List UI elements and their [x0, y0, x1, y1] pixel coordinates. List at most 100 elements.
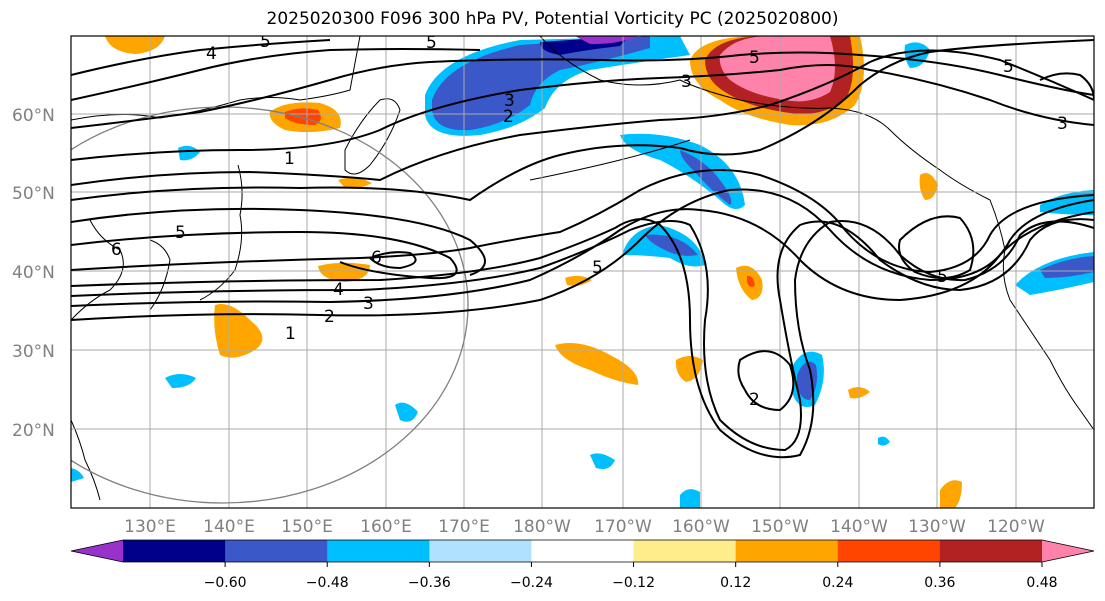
contour-line: [71, 230, 458, 280]
contour-label: 5: [426, 33, 437, 53]
map-frame: [70, 35, 1095, 509]
contour-line: [737, 350, 795, 412]
colorbar-tick-label: 0.24: [822, 575, 853, 591]
colorbar-tick-label: 0.36: [924, 575, 955, 591]
colorbar-swatch: [837, 540, 941, 562]
pv-positive-region: [105, 36, 165, 54]
pv-positive-region: [338, 177, 372, 189]
contour-line: [71, 207, 486, 276]
pv-negative-region: [178, 145, 200, 161]
pv-negative-region: [878, 436, 890, 446]
lat-label: 40°N: [12, 263, 55, 283]
pv-positive-region: [940, 480, 962, 508]
pv-positive-region: [747, 275, 755, 287]
coastline-kamchatka: [344, 98, 401, 175]
contour-label: 5: [937, 267, 948, 287]
pv-negative-region: [1040, 256, 1094, 278]
colorbar-tick-label: 0.48: [1026, 575, 1057, 591]
colorbar-tick-label: −0.36: [408, 575, 451, 591]
contour-line: [71, 51, 1094, 129]
contour-line: [71, 48, 481, 101]
lat-label: 50°N: [12, 184, 55, 204]
contour-line: [368, 251, 417, 270]
lon-label: 130°W: [908, 517, 966, 537]
colorbar-ticks: −0.60 −0.48 −0.36 −0.24 −0.12 0.12 0.24 0.36 0.4…: [204, 562, 1058, 591]
contour-label: 1: [284, 149, 295, 169]
contour-line: [71, 39, 331, 76]
pv-positive-region: [675, 356, 703, 382]
pv-negative-region: [680, 150, 732, 205]
colorbar-tick-label: −0.12: [612, 575, 655, 591]
coastline-japan: [199, 164, 243, 301]
contour-label: 5: [592, 258, 603, 278]
colorbar-swatch: [939, 540, 1043, 562]
map-content: 5 4 5 3 2 3 5 1 5 6 6 5 5 4 3 2 1 2 3 5: [71, 32, 1094, 508]
pv-positive-region: [919, 172, 938, 200]
contour-label: 6: [371, 248, 382, 268]
pv-positive-region: [555, 342, 639, 385]
contour-label: 4: [206, 44, 217, 64]
colorbar-swatch: [123, 540, 226, 562]
lon-label: 140°W: [830, 517, 888, 537]
coastline-china: [71, 219, 124, 321]
map-title: 2025020300 F096 300 hPa PV, Potential Vo…: [266, 9, 839, 29]
colorbar-swatch: [225, 540, 328, 562]
pv-negative-region: [575, 36, 640, 45]
contour-label: 2: [503, 107, 514, 127]
pv-negative-region: [680, 489, 700, 508]
contour-label: 2: [749, 390, 760, 410]
contour-label: 6: [111, 240, 122, 260]
colorbar-outline: [70, 539, 1095, 563]
contour-label: 3: [681, 72, 692, 92]
contour-line: [71, 49, 1094, 186]
contour-label: 1: [285, 324, 296, 344]
pv-contours: [71, 39, 1094, 459]
colorbar-swatch: [633, 540, 737, 562]
colorbar-tick-label: 0.12: [720, 575, 751, 591]
lon-label: 160°E: [360, 517, 412, 537]
contour-label: 2: [324, 307, 335, 327]
colorbar-extend-max: [1042, 540, 1094, 562]
lon-label: 170°E: [438, 517, 490, 537]
contour-line: [71, 188, 1094, 321]
lon-label: 150°W: [751, 517, 809, 537]
lon-label: 140°E: [203, 517, 255, 537]
contour-label: 3: [1057, 114, 1068, 134]
colorbar-swatch: [735, 540, 839, 562]
contour-labels: 5 4 5 3 2 3 5 1 5 6 6 5 5 4 3 2 1 2 3 5: [111, 32, 1068, 410]
contour-label: 5: [260, 32, 271, 52]
coastline-philippines: [71, 419, 101, 501]
contour-label: 3: [504, 91, 515, 111]
contour-label: 5: [1003, 57, 1014, 77]
range-ring: [71, 106, 469, 504]
contour-label: 5: [749, 48, 760, 68]
colorbar-tick-label: −0.24: [510, 575, 553, 591]
lon-label: 170°W: [594, 517, 652, 537]
pv-positive-region: [214, 304, 263, 358]
lat-label: 60°N: [12, 106, 55, 126]
lat-label: 30°N: [12, 342, 55, 362]
colorbar-swatch: [429, 540, 532, 562]
coastline-namerica-west: [989, 199, 1094, 431]
contour-label: 3: [363, 294, 374, 314]
longitude-labels: 130°E 140°E 150°E 160°E 170°E 180°W 170°…: [124, 517, 1045, 537]
colorbar-extend-min: [71, 540, 123, 562]
lon-label: 150°E: [281, 517, 333, 537]
lon-label: 130°E: [124, 517, 176, 537]
contour-line: [898, 215, 975, 279]
lon-label: 160°W: [672, 517, 730, 537]
pv-negative-region: [645, 234, 698, 256]
contour-line: [71, 64, 1094, 161]
contour-label: 4: [333, 280, 344, 300]
pv-negative-region: [395, 402, 418, 422]
pv-positive-region: [565, 275, 592, 286]
pv-negative-region: [71, 468, 84, 482]
contour-line: [71, 218, 1094, 452]
lat-label: 20°N: [12, 421, 55, 441]
latitude-labels: 60°N 50°N 40°N 30°N 20°N: [12, 106, 55, 441]
coastlines: [71, 36, 1094, 501]
contour-line: [1039, 72, 1094, 101]
contour-line: [71, 169, 1094, 274]
coastline-korea: [149, 239, 171, 311]
